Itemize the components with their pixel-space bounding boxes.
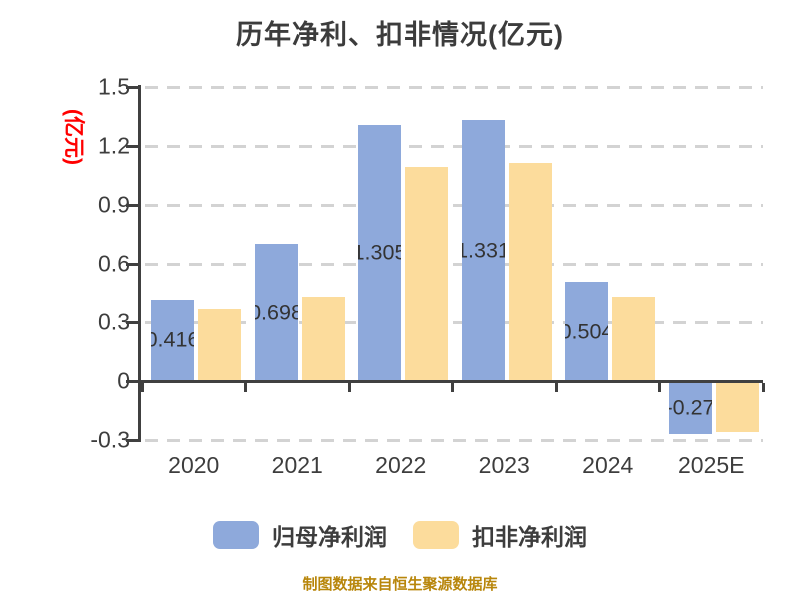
non-gaap-swatch-icon: [413, 521, 459, 549]
x-axis-tick-mark: [140, 383, 144, 393]
bar-net-profit[interactable]: 1.331: [461, 120, 505, 382]
legend-item-non-gaap-profit[interactable]: 扣非净利润: [413, 518, 587, 552]
y-axis-tick-label: 0.3: [98, 308, 130, 335]
y-axis-tick-label: 1.5: [98, 73, 130, 100]
gridline: [145, 203, 763, 207]
x-axis-tick-mark: [347, 383, 351, 393]
bar-net-profit[interactable]: 0.504: [565, 282, 608, 382]
gridline: [145, 439, 763, 442]
x-axis-label: 2023: [478, 452, 530, 478]
bar-net-profit[interactable]: 1.305: [358, 125, 401, 382]
x-axis-label: 2024: [582, 452, 634, 478]
bar-value-label: 1.305: [358, 240, 401, 265]
y-axis-tick-label: 0.6: [98, 250, 130, 276]
y-axis-tick-label: 0.9: [98, 191, 130, 218]
x-axis-label: 2021: [271, 452, 323, 478]
bar-non-gaap-profit[interactable]: [405, 167, 448, 382]
legend-label-net-profit: 归母净利润: [272, 524, 387, 550]
bar-value-label: -0.27: [669, 395, 712, 420]
bar-non-gaap-profit[interactable]: [198, 308, 241, 382]
net-profit-swatch-icon: [213, 521, 259, 549]
gridline: [145, 86, 763, 89]
x-axis-label: 2025E: [677, 452, 745, 478]
source-note: 制图数据来自恒生聚源数据库: [302, 576, 498, 593]
bar-net-profit[interactable]: -0.27: [668, 381, 712, 435]
bar-non-gaap-profit[interactable]: [715, 381, 759, 433]
bar-value-label: 0.416: [151, 327, 194, 352]
bar-non-gaap-profit[interactable]: [612, 296, 655, 382]
bar-value-label: 0.504: [565, 319, 608, 344]
y-axis-tick-mark: [126, 144, 140, 148]
bar-value-label: 0.698: [254, 300, 298, 325]
legend-label-non-gaap-profit: 扣非净利润: [472, 524, 587, 550]
x-axis-label: 2020: [168, 452, 220, 478]
y-axis-tick-mark: [126, 262, 140, 266]
y-axis-tick-mark: [126, 203, 140, 207]
y-axis-tick-mark: [126, 321, 140, 325]
y-axis-tick-label: 0: [117, 367, 130, 394]
legend: 归母净利润 扣非净利润: [0, 518, 800, 552]
x-axis-tick-mark: [244, 383, 247, 393]
gridline: [145, 321, 763, 325]
x-axis-tick-mark: [658, 383, 661, 393]
y-axis-tick-label: 1.2: [98, 132, 130, 159]
y-axis-tick-label: -0.3: [90, 426, 130, 453]
gridline: [145, 262, 763, 266]
gridline: [145, 144, 763, 148]
y-axis-tick-mark: [126, 86, 140, 89]
x-axis-tick-mark: [761, 383, 765, 393]
bar-value-label: 1.331: [461, 238, 505, 263]
x-axis-tick-mark: [451, 383, 454, 393]
bar-net-profit[interactable]: 0.698: [254, 244, 298, 382]
y-axis-tick-mark: [126, 439, 140, 442]
bar-net-profit[interactable]: 0.416: [151, 299, 194, 382]
x-axis-zero-line: [138, 380, 763, 384]
bar-non-gaap-profit[interactable]: [508, 163, 552, 382]
chart-title: 历年净利、扣非情况(亿元): [236, 20, 564, 50]
legend-item-net-profit[interactable]: 归母净利润: [213, 518, 387, 552]
x-axis-label: 2022: [375, 452, 427, 478]
bar-non-gaap-profit[interactable]: [301, 296, 345, 382]
x-axis-tick-mark: [554, 383, 558, 393]
y-axis-tick-mark: [126, 380, 140, 384]
